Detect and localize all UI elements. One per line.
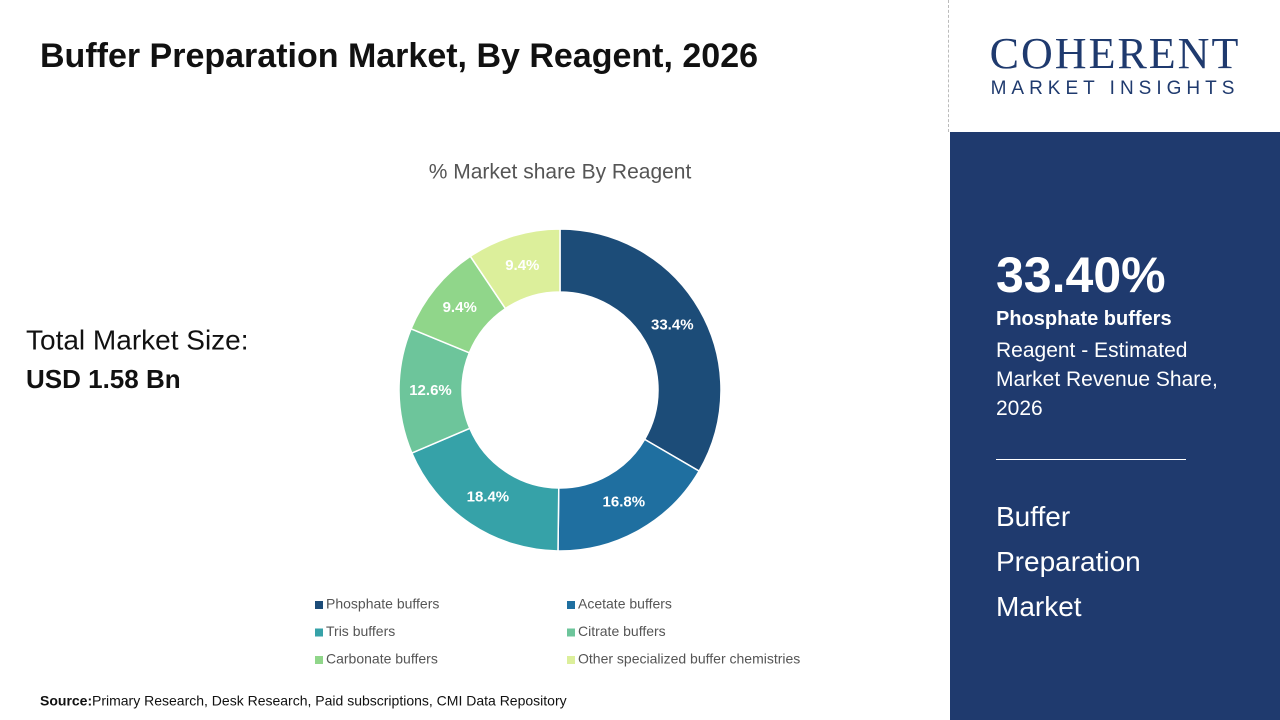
legend-swatch (315, 628, 323, 637)
legend-swatch (315, 656, 323, 664)
legend-label: Acetate buffers (578, 596, 672, 612)
legend-label: Carbonate buffers (326, 651, 438, 667)
legend-swatch (567, 656, 575, 664)
data-label: 18.4% (467, 489, 510, 506)
legend-label: Citrate buffers (578, 623, 666, 639)
data-label: 9.4% (443, 299, 477, 316)
data-label: 33.4% (651, 316, 694, 333)
chart-title: % Market share By Reagent (429, 161, 692, 184)
data-label: 12.6% (409, 382, 452, 399)
donut-slice (469, 228, 561, 310)
logo-tagline: MARKET INSIGHTS (991, 78, 1240, 99)
sidebar: 33.40% Phosphate buffers Reagent - Estim… (950, 132, 1280, 720)
legend-swatch (567, 628, 575, 637)
separator (996, 459, 1186, 460)
source-label: Source: (40, 693, 92, 709)
highlight-value: 33.40% (996, 247, 1166, 303)
legend-label: Other specialized buffer chemistries (578, 651, 800, 667)
data-label: 16.8% (603, 494, 646, 511)
data-label: 9.4% (505, 257, 539, 274)
summary-label: Total Market Size: (26, 324, 249, 355)
legend-swatch (567, 601, 575, 609)
legend-label: Tris buffers (326, 623, 395, 639)
highlight-description: Reagent - Estimated Market Revenue Share… (996, 339, 1218, 420)
market-name: Buffer Preparation Market (996, 501, 1141, 622)
donut-slice (559, 228, 722, 473)
summary-value: USD 1.58 Bn (26, 364, 181, 394)
source-text: Primary Research, Desk Research, Paid su… (92, 693, 567, 709)
page-title: Buffer Preparation Market, By Reagent, 2… (40, 37, 758, 75)
divider (948, 0, 949, 132)
highlight-segment: Phosphate buffers (996, 308, 1172, 330)
logo-name: COHERENT (990, 29, 1241, 78)
legend-label: Phosphate buffers (326, 596, 439, 612)
legend-swatch (315, 601, 323, 609)
